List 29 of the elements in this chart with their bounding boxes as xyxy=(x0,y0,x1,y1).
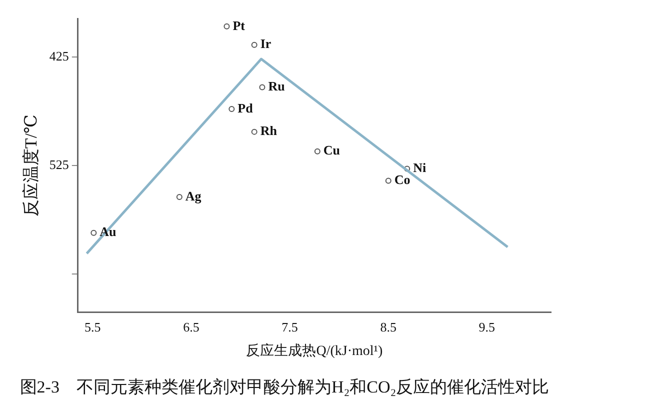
annotation: Ni xyxy=(413,160,426,176)
point xyxy=(251,42,258,48)
x-tick-label: 6.5 xyxy=(183,319,200,334)
point xyxy=(90,230,97,236)
point xyxy=(259,84,266,90)
x-tick-label: 9.5 xyxy=(478,319,496,334)
y-axis-title: 反应温度T/℃ xyxy=(22,114,41,217)
annotation: Co xyxy=(394,172,410,188)
point xyxy=(385,178,392,184)
x-tick-label: 7.5 xyxy=(282,319,298,334)
annotation: Au xyxy=(100,224,116,240)
point xyxy=(176,194,182,200)
point xyxy=(224,23,230,30)
annotation: Ag xyxy=(185,188,202,204)
annotation: Ru xyxy=(268,78,285,94)
annotation: Ir xyxy=(260,36,272,52)
y-tick-label: 425 xyxy=(49,48,69,64)
point xyxy=(314,148,320,154)
x-axis-title: 反应生成热Q/(kJ·mol¹) xyxy=(246,342,383,359)
text: 图2-3 不同元素种类催化剂对甲酸分解为H₂和CO₂反应的催化活性对比 xyxy=(20,377,550,396)
point xyxy=(251,128,258,135)
annotation: Pd xyxy=(238,100,254,116)
y-tick-label: 525 xyxy=(49,156,69,172)
annotation: Pt xyxy=(232,18,246,33)
point xyxy=(228,106,235,112)
annotation: Cu xyxy=(323,142,340,158)
x-tick-label: 8.5 xyxy=(380,319,396,334)
annotation: Rh xyxy=(260,123,278,138)
x-tick-label: 5.5 xyxy=(84,319,101,334)
